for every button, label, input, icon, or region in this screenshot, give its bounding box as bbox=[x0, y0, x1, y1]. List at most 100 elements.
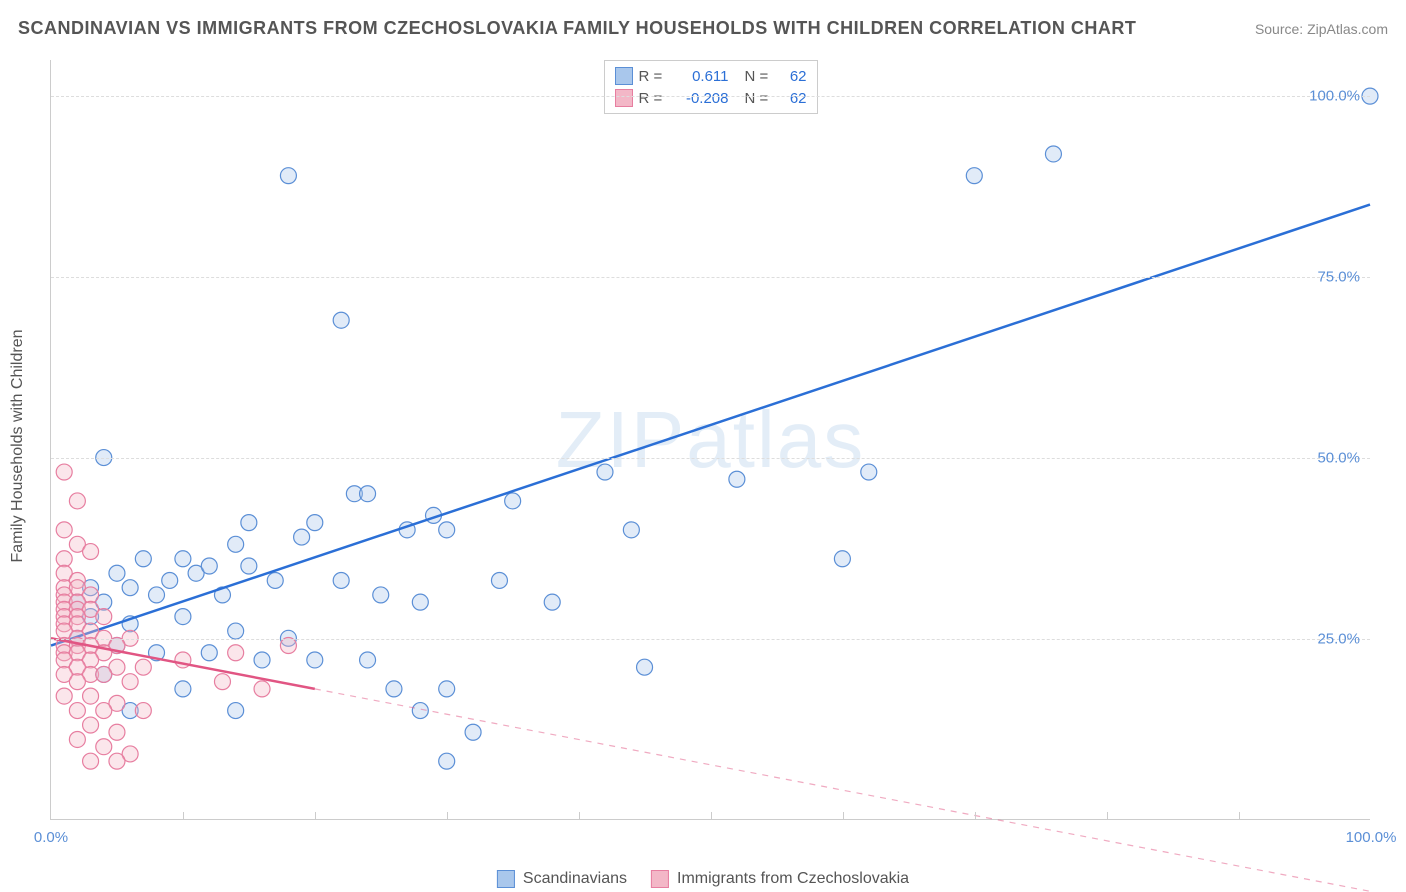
legend-series-item: Scandinavians bbox=[497, 870, 627, 888]
data-point bbox=[373, 587, 389, 603]
data-point bbox=[69, 731, 85, 747]
data-point bbox=[267, 572, 283, 588]
data-point bbox=[228, 645, 244, 661]
legend-series: Scandinavians Immigrants from Czechoslova… bbox=[497, 870, 909, 888]
data-point bbox=[505, 493, 521, 509]
legend-swatch bbox=[497, 870, 515, 888]
title-bar: SCANDINAVIAN VS IMMIGRANTS FROM CZECHOSL… bbox=[18, 18, 1388, 39]
data-point bbox=[96, 703, 112, 719]
y-tick-label: 25.0% bbox=[1317, 631, 1360, 648]
data-point bbox=[623, 522, 639, 538]
data-point bbox=[294, 529, 310, 545]
data-point bbox=[439, 522, 455, 538]
data-point bbox=[56, 551, 72, 567]
data-point bbox=[333, 312, 349, 328]
legend-n-value: 62 bbox=[779, 90, 807, 107]
data-point bbox=[214, 674, 230, 690]
data-point bbox=[439, 681, 455, 697]
y-tick-label: 100.0% bbox=[1309, 88, 1360, 105]
data-point bbox=[254, 652, 270, 668]
legend-n-label: N = bbox=[745, 68, 773, 85]
data-point bbox=[241, 515, 257, 531]
data-point bbox=[834, 551, 850, 567]
data-point bbox=[228, 623, 244, 639]
data-point bbox=[149, 587, 165, 603]
data-point bbox=[109, 565, 125, 581]
y-axis-label: Family Households with Children bbox=[9, 330, 27, 563]
data-point bbox=[307, 652, 323, 668]
data-point bbox=[637, 659, 653, 675]
data-point bbox=[135, 659, 151, 675]
legend-stats: R = 0.611 N = 62 R = -0.208 N = 62 bbox=[604, 60, 818, 114]
x-tick-label: 100.0% bbox=[1346, 829, 1397, 846]
plot-area: ZIPatlas R =0.611N =62R =-0.208N =62 25.… bbox=[50, 60, 1370, 820]
data-point bbox=[439, 753, 455, 769]
data-point bbox=[201, 645, 217, 661]
gridline-vertical-minor bbox=[711, 812, 712, 820]
gridline-vertical-minor bbox=[1239, 812, 1240, 820]
legend-stats-row: R = 0.611 N = 62 bbox=[615, 65, 807, 87]
data-point bbox=[241, 558, 257, 574]
data-point bbox=[175, 609, 191, 625]
gridline-horizontal bbox=[51, 277, 1370, 278]
data-point bbox=[307, 515, 323, 531]
legend-swatch bbox=[651, 870, 669, 888]
legend-r-value: 0.611 bbox=[673, 68, 729, 85]
data-point bbox=[966, 168, 982, 184]
data-point bbox=[96, 609, 112, 625]
data-point bbox=[861, 464, 877, 480]
data-point bbox=[175, 551, 191, 567]
data-point bbox=[135, 551, 151, 567]
data-point bbox=[69, 493, 85, 509]
legend-r-value: -0.208 bbox=[673, 90, 729, 107]
data-point bbox=[162, 572, 178, 588]
gridline-vertical-minor bbox=[315, 812, 316, 820]
data-point bbox=[597, 464, 613, 480]
gridline-vertical-minor bbox=[183, 812, 184, 820]
gridline-vertical-minor bbox=[975, 812, 976, 820]
data-point bbox=[122, 580, 138, 596]
data-point bbox=[109, 753, 125, 769]
gridline-vertical-minor bbox=[1107, 812, 1108, 820]
legend-r-label: R = bbox=[639, 68, 667, 85]
legend-n-label: N = bbox=[745, 90, 773, 107]
legend-series-label: Scandinavians bbox=[523, 870, 627, 888]
gridline-horizontal bbox=[51, 639, 1370, 640]
x-tick-label: 0.0% bbox=[34, 829, 68, 846]
gridline-horizontal bbox=[51, 96, 1370, 97]
data-point bbox=[386, 681, 402, 697]
scatter-svg bbox=[51, 60, 1370, 819]
gridline-vertical-minor bbox=[579, 812, 580, 820]
data-point bbox=[412, 594, 428, 610]
data-point bbox=[360, 652, 376, 668]
y-tick-label: 50.0% bbox=[1317, 450, 1360, 467]
gridline-vertical-minor bbox=[843, 812, 844, 820]
data-point bbox=[280, 168, 296, 184]
data-point bbox=[56, 688, 72, 704]
data-point bbox=[1045, 146, 1061, 162]
data-point bbox=[56, 464, 72, 480]
gridline-vertical-minor bbox=[447, 812, 448, 820]
legend-r-label: R = bbox=[639, 90, 667, 107]
data-point bbox=[544, 594, 560, 610]
data-point bbox=[83, 753, 99, 769]
legend-series-item: Immigrants from Czechoslovakia bbox=[651, 870, 909, 888]
data-point bbox=[96, 666, 112, 682]
data-point bbox=[83, 717, 99, 733]
legend-swatch bbox=[615, 89, 633, 107]
data-point bbox=[83, 688, 99, 704]
gridline-horizontal bbox=[51, 458, 1370, 459]
trend-line-dashed bbox=[315, 689, 1370, 891]
legend-series-label: Immigrants from Czechoslovakia bbox=[677, 870, 909, 888]
trend-line-solid bbox=[51, 205, 1370, 646]
data-point bbox=[729, 471, 745, 487]
legend-n-value: 62 bbox=[779, 68, 807, 85]
data-point bbox=[56, 522, 72, 538]
data-point bbox=[465, 724, 481, 740]
data-point bbox=[83, 544, 99, 560]
data-point bbox=[228, 536, 244, 552]
data-point bbox=[491, 572, 507, 588]
data-point bbox=[69, 674, 85, 690]
legend-swatch bbox=[615, 67, 633, 85]
legend-stats-row: R = -0.208 N = 62 bbox=[615, 87, 807, 109]
